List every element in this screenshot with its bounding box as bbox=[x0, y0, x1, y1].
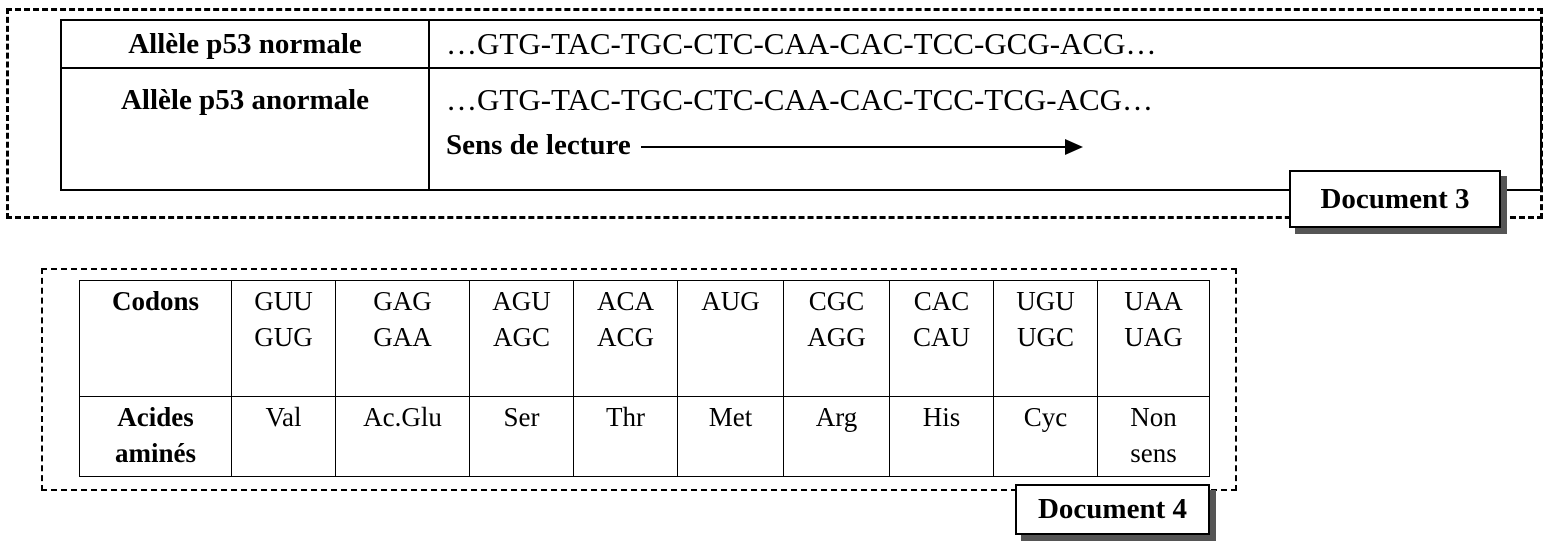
amino-acid-text: Thr bbox=[606, 402, 645, 432]
codon-text: GAA bbox=[373, 322, 432, 352]
document-3-badge: Document 3 bbox=[1289, 170, 1501, 228]
allele-normal-sequence: …GTG-TAC-TGC-CTC-CAA-CAC-TCC-GCG-ACG… bbox=[446, 26, 1157, 61]
amino-acid-cell: Val bbox=[231, 396, 336, 477]
amino-acid-cell: Cyc bbox=[993, 396, 1098, 477]
codon-text: CGC bbox=[808, 286, 865, 316]
codon-text: AGC bbox=[492, 322, 550, 352]
allele-abnormal-label-cell: Allèle p53 anormale bbox=[60, 67, 430, 191]
codon-text: AUG bbox=[701, 286, 760, 316]
codon-text: ACA bbox=[596, 286, 654, 316]
codon-text: GUG bbox=[254, 322, 313, 352]
codon-text: UAA bbox=[1124, 286, 1183, 316]
document-4-badge: Document 4 bbox=[1015, 484, 1210, 535]
amino-acid-cell: Ac.Glu bbox=[335, 396, 470, 477]
amino-acid-text: Met bbox=[708, 402, 753, 432]
amino-acid-text: Cyc bbox=[1023, 402, 1068, 432]
codon-text: AGU bbox=[492, 286, 551, 316]
amino-acid-cell: Met bbox=[677, 396, 784, 477]
codon-cell: UAA UAG bbox=[1097, 280, 1210, 397]
amino-acid-cell: Non sens bbox=[1097, 396, 1210, 477]
codon-text: UGU bbox=[1016, 286, 1075, 316]
amino-acid-text: sens bbox=[1130, 438, 1177, 468]
codon-text: ACG bbox=[596, 322, 654, 352]
codon-text: CAU bbox=[912, 322, 970, 352]
right-arrow-icon bbox=[640, 139, 1083, 155]
amino-acid-cell: Arg bbox=[783, 396, 890, 477]
allele-abnormal-sequence: …GTG-TAC-TGC-CTC-CAA-CAC-TCC-TCG-ACG… bbox=[446, 82, 1154, 117]
amino-acids-row: Acides aminés Val Ac.Glu Ser Thr Met Arg His Cy… bbox=[79, 396, 1210, 477]
amino-acid-text: Val bbox=[265, 402, 302, 432]
allele-normal-label: Allèle p53 normale bbox=[128, 28, 362, 60]
reading-direction: Sens de lecture bbox=[430, 125, 1540, 165]
amino-acid-cell: Ser bbox=[469, 396, 574, 477]
codon-cell: GAG GAA bbox=[335, 280, 470, 397]
allele-normal-sequence-cell: …GTG-TAC-TGC-CTC-CAA-CAC-TCC-GCG-ACG… bbox=[428, 19, 1542, 69]
document-3-frame bbox=[6, 8, 1543, 219]
amino-header-line: aminés bbox=[115, 438, 196, 468]
codon-text: AGG bbox=[807, 322, 866, 352]
table-row: Allèle p53 normale …GTG-TAC-TGC-CTC-CAA-… bbox=[60, 19, 1542, 69]
amino-acid-text: Ser bbox=[503, 402, 540, 432]
codon-text: GAG bbox=[373, 286, 432, 316]
amino-acids-header: Acides aminés bbox=[79, 396, 232, 477]
genetic-code-table: Codons GUU GUG GAG GAA AGU AGC ACA ACG AUG CGC AGG… bbox=[79, 280, 1210, 477]
codon-cell: AGU AGC bbox=[469, 280, 574, 397]
codon-cell: GUU GUG bbox=[231, 280, 336, 397]
reading-direction-label: Sens de lecture bbox=[446, 129, 631, 161]
amino-acid-text: Ac.Glu bbox=[363, 402, 442, 432]
allele-normal-label-cell: Allèle p53 normale bbox=[60, 19, 430, 69]
codon-cell: CGC AGG bbox=[783, 280, 890, 397]
codon-text: GUU bbox=[254, 286, 313, 316]
allele-abnormal-label: Allèle p53 anormale bbox=[120, 84, 370, 116]
codon-cell: AUG bbox=[677, 280, 784, 397]
codon-text: CAC bbox=[913, 286, 970, 316]
amino-acid-cell: His bbox=[889, 396, 994, 477]
codons-row: Codons GUU GUG GAG GAA AGU AGC ACA ACG AUG CGC AGG… bbox=[79, 280, 1210, 397]
amino-acid-text: His bbox=[922, 402, 961, 432]
document-4-frame bbox=[41, 268, 1237, 491]
codon-cell: UGU UGC bbox=[993, 280, 1098, 397]
codons-header: Codons bbox=[79, 280, 232, 397]
allele-sequence-table: Allèle p53 normale …GTG-TAC-TGC-CTC-CAA-… bbox=[60, 19, 1542, 191]
amino-acid-cell: Thr bbox=[573, 396, 678, 477]
amino-acid-text: Non bbox=[1130, 402, 1177, 432]
codon-text: UGC bbox=[1016, 322, 1074, 352]
codon-text: UAG bbox=[1124, 322, 1183, 352]
amino-header-line: Acides bbox=[117, 402, 194, 432]
amino-acid-text: Arg bbox=[815, 402, 858, 432]
codon-cell: CAC CAU bbox=[889, 280, 994, 397]
codon-cell: ACA ACG bbox=[573, 280, 678, 397]
